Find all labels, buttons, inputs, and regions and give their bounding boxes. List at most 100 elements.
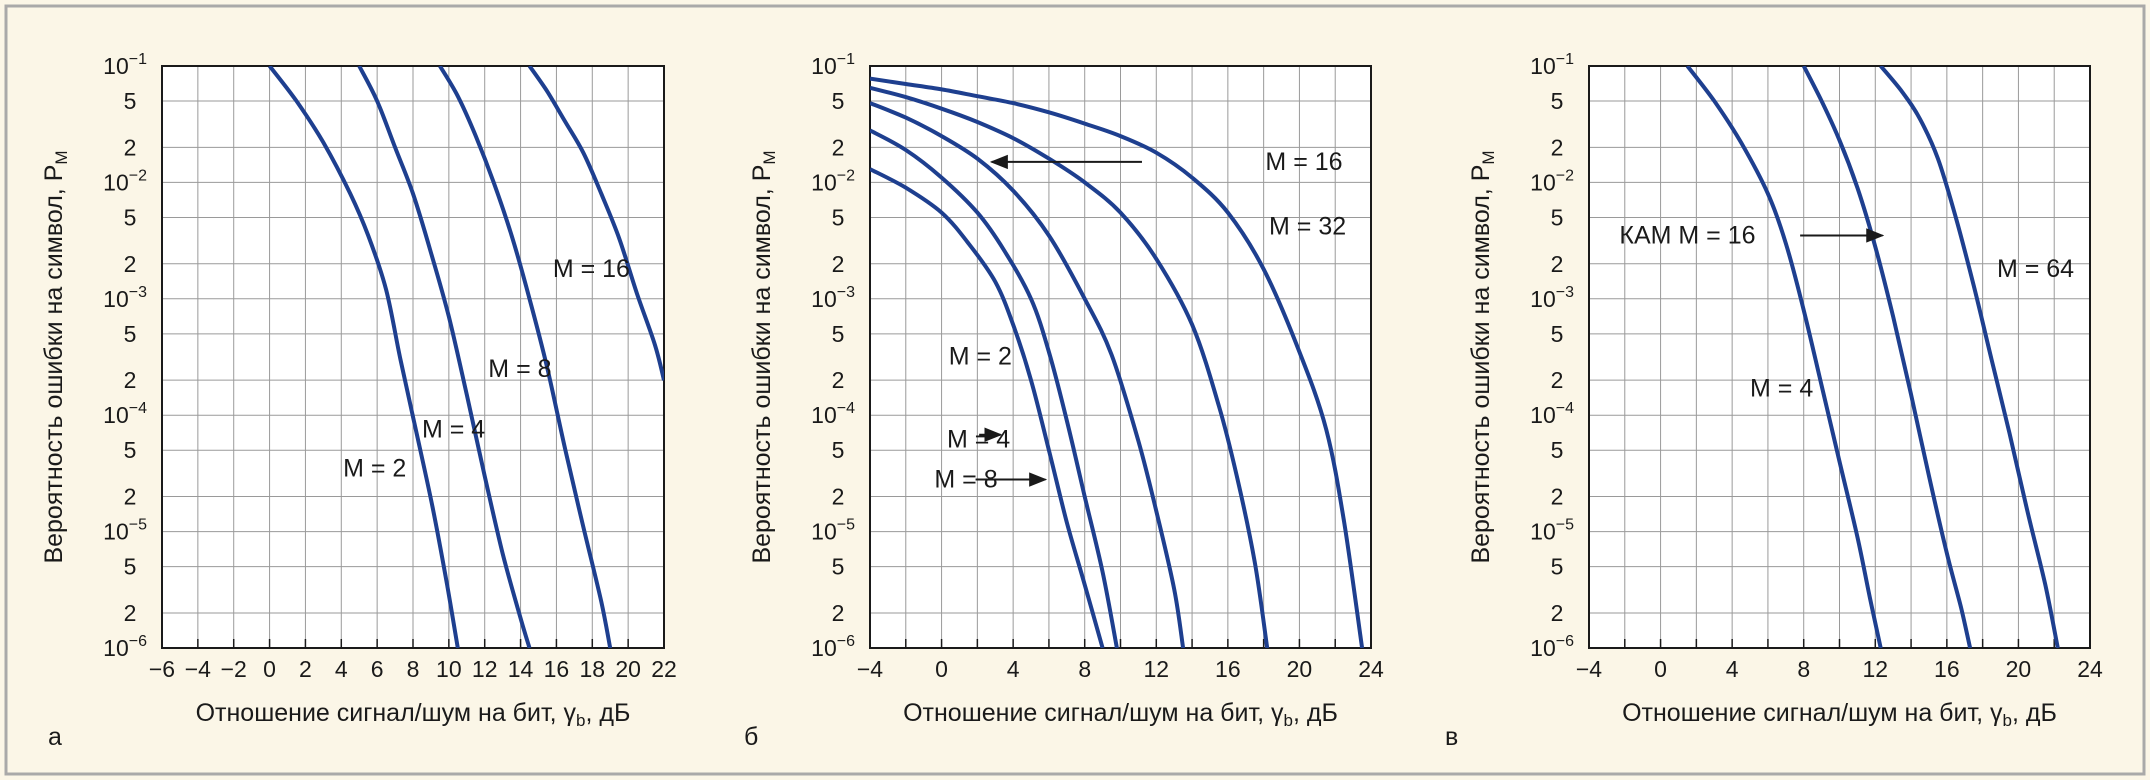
y-tick-label-major: 10−5 bbox=[103, 517, 147, 545]
y-tick-label-minor: 2 bbox=[1551, 134, 1564, 160]
y-tick-label-major: 10−5 bbox=[1530, 517, 1574, 545]
y-tick-label-minor: 2 bbox=[124, 484, 137, 510]
x-tick-label: 24 bbox=[2077, 656, 2103, 682]
x-axis-label: Отношение сигнал/шум на бит, γb, дБ bbox=[1622, 699, 2057, 730]
y-axis-label: Вероятность ошибки на символ, PM bbox=[748, 150, 779, 563]
x-tick-label: −2 bbox=[221, 656, 247, 682]
series-line-2 bbox=[870, 128, 1119, 648]
series-line-4 bbox=[527, 66, 664, 381]
y-tick-label-major: 10−3 bbox=[1530, 284, 1574, 312]
series-annotation: M = 2 bbox=[949, 342, 1012, 370]
x-tick-label: −4 bbox=[857, 656, 883, 682]
y-axis-label: Вероятность ошибки на символ, PM bbox=[1467, 150, 1498, 563]
y-tick-label-major: 10−3 bbox=[811, 284, 855, 312]
y-tick-label-major: 10−6 bbox=[103, 633, 147, 661]
x-tick-label: −4 bbox=[185, 656, 211, 682]
x-tick-label: 8 bbox=[1797, 656, 1810, 682]
panel-label: а bbox=[48, 723, 62, 751]
y-tick-label-minor: 5 bbox=[1551, 88, 1564, 114]
x-tick-label: 22 bbox=[651, 656, 677, 682]
y-tick-label-minor: 2 bbox=[1551, 600, 1564, 626]
y-tick-label-minor: 2 bbox=[1551, 367, 1564, 393]
y-tick-label-major: 10−3 bbox=[103, 284, 147, 312]
y-tick-label-minor: 2 bbox=[1551, 251, 1564, 277]
y-tick-label-minor: 5 bbox=[832, 321, 845, 347]
series-line-3 bbox=[438, 66, 613, 648]
y-axis-label: Вероятность ошибки на символ, PM bbox=[40, 150, 71, 563]
y-tick-label-minor: 2 bbox=[1551, 484, 1564, 510]
y-tick-label-minor: 2 bbox=[832, 134, 845, 160]
x-tick-label: 8 bbox=[1078, 656, 1091, 682]
x-tick-label: 20 bbox=[1287, 656, 1313, 682]
x-tick-label: 0 bbox=[935, 656, 948, 682]
y-tick-label-minor: 5 bbox=[832, 554, 845, 580]
x-axis-label: Отношение сигнал/шум на бит, γb, дБ bbox=[196, 699, 631, 730]
x-tick-label: 12 bbox=[1862, 656, 1888, 682]
series-annotation: M = 4 bbox=[422, 416, 485, 444]
y-tick-label-major: 10−1 bbox=[811, 51, 855, 79]
y-tick-label-minor: 2 bbox=[832, 484, 845, 510]
series-line-3 bbox=[1879, 66, 2060, 648]
chart-panel-2: −4 0 4 8 12 16 20 24 10−1 10−2 10−3 10−4 10−5 10−6 5 2 5… bbox=[744, 51, 1384, 751]
y-tick-label-minor: 5 bbox=[124, 437, 137, 463]
x-tick-label: −6 bbox=[149, 656, 175, 682]
y-tick-label-minor: 2 bbox=[832, 600, 845, 626]
series-annotation: M = 64 bbox=[1997, 255, 2074, 283]
x-tick-label: 4 bbox=[1007, 656, 1020, 682]
y-tick-label-major: 10−2 bbox=[1530, 167, 1574, 195]
x-axis-label: Отношение сигнал/шум на бит, γb, дБ bbox=[903, 699, 1338, 730]
y-tick-label-major: 10−6 bbox=[811, 633, 855, 661]
panel-label: б bbox=[744, 723, 758, 751]
y-tick-label-minor: 2 bbox=[124, 251, 137, 277]
y-tick-label-major: 10−6 bbox=[1530, 633, 1574, 661]
y-tick-label-minor: 5 bbox=[124, 88, 137, 114]
series-annotation: КАМ M = 16 bbox=[1619, 221, 1755, 249]
y-tick-label-major: 10−1 bbox=[1530, 51, 1574, 79]
x-tick-label: 4 bbox=[335, 656, 348, 682]
x-tick-label: 24 bbox=[1358, 656, 1384, 682]
x-tick-label: 6 bbox=[371, 656, 384, 682]
series-line-3 bbox=[870, 101, 1186, 648]
y-tick-label-major: 10−1 bbox=[103, 51, 147, 79]
x-tick-label: 10 bbox=[436, 656, 462, 682]
y-tick-label-major: 10−4 bbox=[103, 400, 147, 428]
x-tick-label: −4 bbox=[1576, 656, 1602, 682]
series-annotation: M = 2 bbox=[343, 454, 406, 482]
series-annotation: M = 4 bbox=[947, 425, 1010, 453]
x-tick-label: 16 bbox=[1215, 656, 1241, 682]
y-tick-label-minor: 2 bbox=[124, 134, 137, 160]
x-tick-label: 14 bbox=[508, 656, 534, 682]
x-tick-label: 2 bbox=[299, 656, 312, 682]
series-annotation: M = 32 bbox=[1269, 212, 1346, 240]
x-tick-label: 4 bbox=[1726, 656, 1739, 682]
series-annotation: M = 4 bbox=[1750, 374, 1813, 402]
x-tick-label: 12 bbox=[472, 656, 498, 682]
chart-panel-3: −4 0 4 8 12 16 20 24 10−1 10−2 10−3 10−4 10−5 10−6 5 2 5… bbox=[1445, 51, 2103, 751]
y-tick-label-major: 10−2 bbox=[811, 167, 855, 195]
x-tick-label: 12 bbox=[1143, 656, 1169, 682]
y-tick-label-major: 10−5 bbox=[811, 517, 855, 545]
y-tick-label-minor: 5 bbox=[124, 554, 137, 580]
series-line-1 bbox=[1685, 66, 1883, 648]
x-tick-label: 20 bbox=[615, 656, 641, 682]
series-line-4 bbox=[870, 85, 1270, 648]
y-tick-label-minor: 5 bbox=[832, 204, 845, 230]
y-tick-label-minor: 5 bbox=[1551, 554, 1564, 580]
y-tick-label-minor: 2 bbox=[124, 367, 137, 393]
series-line-2 bbox=[1801, 66, 1973, 648]
y-tick-label-major: 10−2 bbox=[103, 167, 147, 195]
y-tick-label-minor: 5 bbox=[124, 204, 137, 230]
y-tick-label-minor: 2 bbox=[124, 600, 137, 626]
y-tick-label-major: 10−4 bbox=[811, 400, 855, 428]
series-annotation: M = 16 bbox=[553, 255, 630, 283]
y-tick-label-minor: 5 bbox=[832, 437, 845, 463]
x-tick-label: 0 bbox=[263, 656, 276, 682]
y-tick-label-minor: 5 bbox=[1551, 204, 1564, 230]
series-annotation: M = 8 bbox=[934, 466, 997, 494]
series-line-1 bbox=[870, 167, 1105, 648]
x-tick-label: 20 bbox=[2006, 656, 2032, 682]
series-line-2 bbox=[357, 66, 532, 648]
series-annotation: M = 16 bbox=[1265, 148, 1342, 176]
x-tick-label: 8 bbox=[407, 656, 420, 682]
